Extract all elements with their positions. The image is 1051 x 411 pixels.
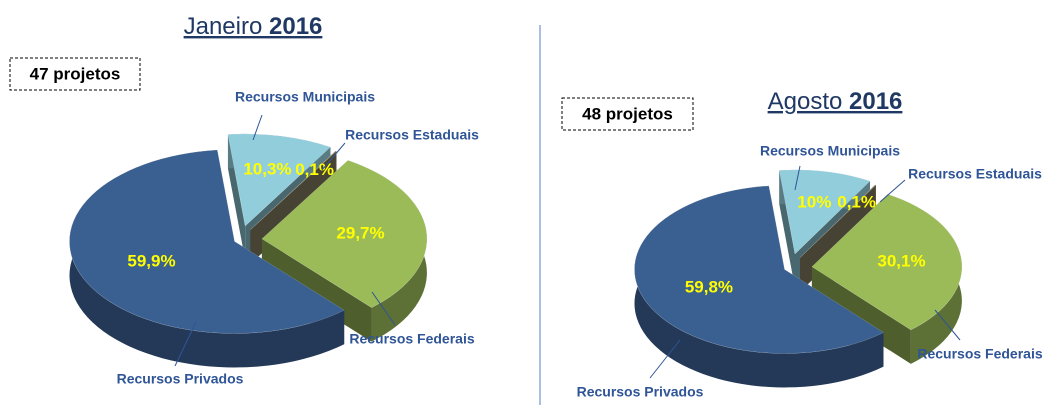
category-label: Recursos Estaduais bbox=[345, 127, 479, 143]
leader-line bbox=[794, 165, 801, 191]
leader-line bbox=[321, 142, 346, 171]
slice bbox=[69, 149, 345, 334]
slice bbox=[799, 184, 877, 258]
category-label: Recursos Estaduais bbox=[908, 166, 1042, 182]
category-label: Recursos Municipais bbox=[235, 89, 375, 105]
value-label: 0,1% bbox=[295, 160, 334, 179]
slice bbox=[261, 160, 428, 308]
value-label: 59,9% bbox=[127, 251, 175, 270]
slice bbox=[250, 150, 337, 230]
value-label: 0,1% bbox=[837, 193, 876, 212]
title-year: 2016 bbox=[849, 88, 902, 115]
value-label: 10,3% bbox=[243, 160, 291, 179]
slice bbox=[634, 185, 884, 354]
category-label: Recursos Privados bbox=[117, 371, 244, 387]
value-label: 10% bbox=[797, 192, 831, 211]
slice bbox=[779, 169, 871, 255]
title-year: 2016 bbox=[269, 13, 322, 40]
value-label: 30,1% bbox=[877, 251, 925, 270]
category-label: Recursos Federais bbox=[349, 331, 474, 347]
slice-side bbox=[69, 149, 345, 368]
leader-line bbox=[371, 291, 396, 326]
annotation-box bbox=[9, 57, 141, 91]
slice bbox=[811, 193, 963, 331]
leader-line bbox=[649, 339, 681, 379]
value-label: 29,7% bbox=[336, 223, 384, 242]
annotation: 47 projetos bbox=[30, 64, 121, 83]
category-label: Recursos Municipais bbox=[760, 143, 900, 159]
slice bbox=[227, 133, 331, 227]
leader-line bbox=[174, 321, 197, 367]
chart-title: Janeiro 2016 bbox=[184, 13, 323, 40]
leader-line bbox=[252, 114, 263, 141]
category-label: Recursos Privados bbox=[577, 384, 704, 400]
title-part: Janeiro bbox=[184, 13, 269, 40]
value-label: 59,8% bbox=[685, 277, 733, 296]
slice-cut-face bbox=[811, 266, 911, 364]
leader-line bbox=[879, 179, 906, 203]
slice-side bbox=[634, 185, 884, 388]
category-label: Recursos Federais bbox=[917, 346, 1042, 362]
chart-title: Agosto 2016 bbox=[768, 88, 903, 115]
annotation-box bbox=[561, 97, 694, 131]
leader-line bbox=[934, 309, 961, 341]
annotation: 48 projetos bbox=[582, 104, 673, 123]
title-part: Agosto bbox=[768, 88, 849, 115]
